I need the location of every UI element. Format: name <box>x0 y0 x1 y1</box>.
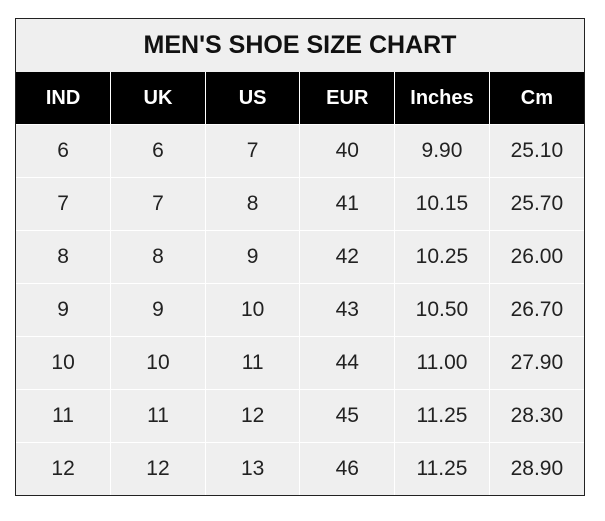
table-cell: 10.25 <box>394 230 490 284</box>
table-cell: 28.90 <box>488 442 584 495</box>
table-cell: 11 <box>204 336 300 390</box>
table-row: 8 8 9 42 10.25 26.00 <box>16 230 584 284</box>
table-cell: 25.10 <box>488 124 584 178</box>
table-cell: 13 <box>204 442 300 495</box>
table-cell: 12 <box>110 442 206 495</box>
table-cell: 41 <box>299 177 395 231</box>
table-cell: 9.90 <box>394 124 490 178</box>
table-cell: 45 <box>299 389 395 443</box>
size-chart: MEN'S SHOE SIZE CHART IND UK US EUR Inches Cm… <box>15 18 585 496</box>
table-cell: 11 <box>110 389 206 443</box>
table-cell: 9 <box>110 283 206 337</box>
column-header: US <box>204 72 300 125</box>
table-cell: 10.50 <box>394 283 490 337</box>
table-row: 9 9 10 43 10.50 26.70 <box>16 283 584 337</box>
table-cell: 6 <box>110 124 206 178</box>
table-cell: 11.00 <box>394 336 490 390</box>
table-cell: 11 <box>16 389 111 443</box>
table-cell: 10 <box>204 283 300 337</box>
table-cell: 10.15 <box>394 177 490 231</box>
table-row: 11 11 12 45 11.25 28.30 <box>16 389 584 443</box>
table-cell: 10 <box>110 336 206 390</box>
table-cell: 8 <box>16 230 111 284</box>
table-row: 10 10 11 44 11.00 27.90 <box>16 336 584 390</box>
table-cell: 43 <box>299 283 395 337</box>
table-cell: 7 <box>16 177 111 231</box>
table-cell: 12 <box>16 442 111 495</box>
table-cell: 25.70 <box>488 177 584 231</box>
table-row: 12 12 13 46 11.25 28.90 <box>16 442 584 495</box>
table-cell: 26.00 <box>488 230 584 284</box>
header-row: IND UK US EUR Inches Cm <box>16 72 584 125</box>
table-cell: 42 <box>299 230 395 284</box>
table-cell: 11.25 <box>394 389 490 443</box>
table-row: 6 6 7 40 9.90 25.10 <box>16 124 584 178</box>
column-header: Inches <box>394 72 490 125</box>
table-cell: 6 <box>16 124 111 178</box>
table-cell: 44 <box>299 336 395 390</box>
table-cell: 12 <box>204 389 300 443</box>
column-header: UK <box>110 72 206 125</box>
table-cell: 7 <box>110 177 206 231</box>
table-cell: 46 <box>299 442 395 495</box>
table-cell: 27.90 <box>488 336 584 390</box>
table-cell: 28.30 <box>488 389 584 443</box>
column-header: EUR <box>299 72 395 125</box>
chart-title: MEN'S SHOE SIZE CHART <box>16 19 584 72</box>
size-table: MEN'S SHOE SIZE CHART IND UK US EUR Inches Cm… <box>16 19 584 495</box>
table-cell: 26.70 <box>488 283 584 337</box>
table-cell: 9 <box>16 283 111 337</box>
table-cell: 8 <box>110 230 206 284</box>
table-cell: 10 <box>16 336 111 390</box>
table-cell: 8 <box>204 177 300 231</box>
table-cell: 9 <box>204 230 300 284</box>
column-header: Cm <box>488 72 584 125</box>
table-row: 7 7 8 41 10.15 25.70 <box>16 177 584 231</box>
column-header: IND <box>16 72 111 125</box>
table-cell: 11.25 <box>394 442 490 495</box>
table-cell: 7 <box>204 124 300 178</box>
table-cell: 40 <box>299 124 395 178</box>
